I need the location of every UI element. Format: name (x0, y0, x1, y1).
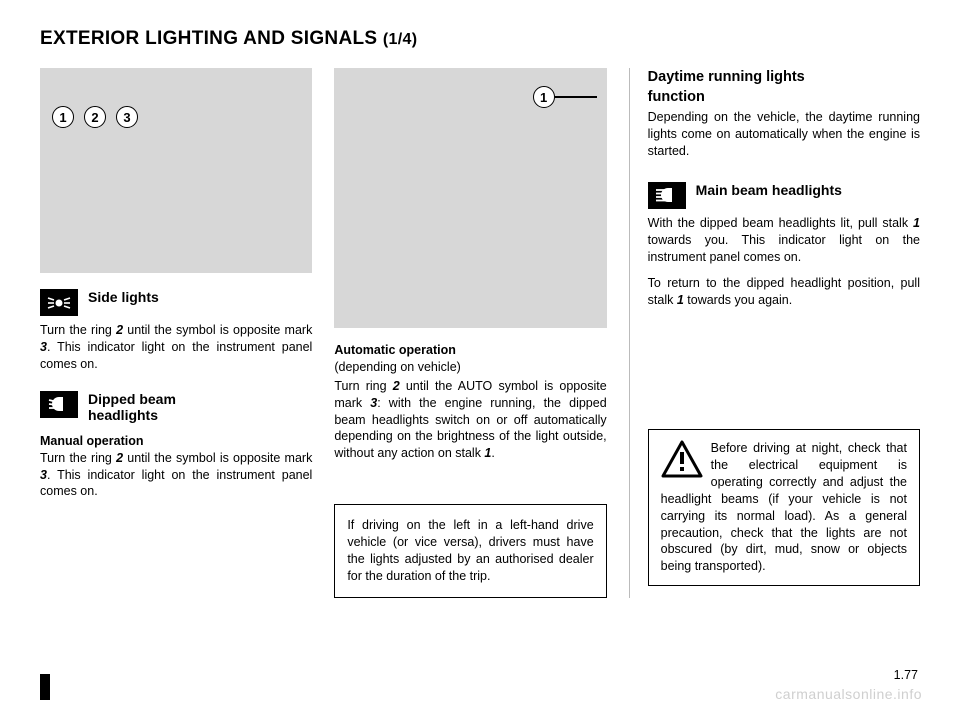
drl-head-2: function (648, 88, 920, 108)
drl-head-1: Daytime running lights (648, 68, 920, 88)
auto-op-body: Turn ring 2 until the AUTO symbol is opp… (334, 378, 606, 462)
col-3: Daytime running lights function Dependin… (629, 68, 920, 598)
t: 1 (677, 293, 684, 307)
side-lights-head: Side lights (88, 289, 312, 305)
daytime-section: Daytime running lights function Dependin… (648, 68, 920, 160)
callout-b1-line (555, 96, 597, 98)
warn-box: Before driving at night, check that the … (648, 429, 920, 586)
t: . This indicator light on the instrument… (40, 468, 312, 499)
t: 1 (913, 216, 920, 230)
warning-icon (661, 440, 703, 478)
page-number: 1.77 (894, 668, 918, 682)
t: until the symbol is opposite mark (123, 323, 312, 337)
manual-op-head: Manual operation (40, 433, 312, 450)
dipped-row: Dipped beam headlights (40, 391, 312, 423)
note-box: If driving on the left in a left-hand dr… (334, 504, 606, 598)
main-beam-row: Main beam headlights (648, 182, 920, 209)
callout-3: 3 (116, 106, 138, 128)
side-lights-body: Turn the ring 2 until the symbol is oppo… (40, 322, 312, 373)
main-beam-body1: With the dipped beam headlights lit, pul… (648, 215, 920, 266)
auto-op-section: Automatic operation (depending on vehicl… (334, 342, 606, 462)
page-title: EXTERIOR LIGHTING AND SIGNALS (1/4) (40, 28, 920, 50)
t: towards you again. (684, 293, 792, 307)
t: . This indicator light on the instrument… (40, 340, 312, 371)
dipped-beam-icon (40, 391, 78, 418)
t: until the symbol is opposite mark (123, 451, 312, 465)
col-2: 1 Automatic operation (depending on vehi… (334, 68, 606, 598)
t: 3 (40, 340, 47, 354)
t: Turn ring (334, 379, 392, 393)
callout-2: 2 (84, 106, 106, 128)
t: Turn the ring (40, 451, 116, 465)
t: Turn the ring (40, 323, 116, 337)
dipped-head-2: headlights (88, 407, 312, 423)
t: towards you. This indicator light on the… (648, 233, 920, 264)
main-beam-icon (648, 182, 686, 209)
t: With the dipped beam headlights lit, pul… (648, 216, 913, 230)
dipped-body: Manual operation Turn the ring 2 until t… (40, 433, 312, 501)
image-stalk: 1 2 3 (40, 68, 312, 273)
t: . (491, 446, 494, 460)
t: 2 (393, 379, 400, 393)
auto-op-head: Automatic operation (334, 342, 606, 359)
auto-op-subhead: (depending on vehicle) (334, 359, 606, 376)
callout-1: 1 (52, 106, 74, 128)
side-lights-row: Side lights (40, 289, 312, 316)
watermark: carmanualsonline.info (775, 686, 922, 702)
side-lights-icon (40, 289, 78, 316)
title-main: EXTERIOR LIGHTING AND SIGNALS (40, 28, 383, 49)
t: 3 (40, 468, 47, 482)
image-dashboard: 1 (334, 68, 606, 328)
dipped-head-1: Dipped beam (88, 391, 312, 407)
columns: 1 2 3 Side lights (40, 68, 920, 598)
callout-b1: 1 (533, 86, 555, 108)
note-text: If driving on the left in a left-hand dr… (347, 518, 593, 583)
main-beam-head: Main beam headlights (696, 182, 920, 198)
drl-body: Depending on the vehicle, the daytime ru… (648, 109, 920, 160)
col-1: 1 2 3 Side lights (40, 68, 312, 598)
side-mark (40, 674, 50, 700)
title-part: (1/4) (383, 31, 417, 48)
main-beam-body2: To return to the dipped headlight positi… (648, 275, 920, 309)
